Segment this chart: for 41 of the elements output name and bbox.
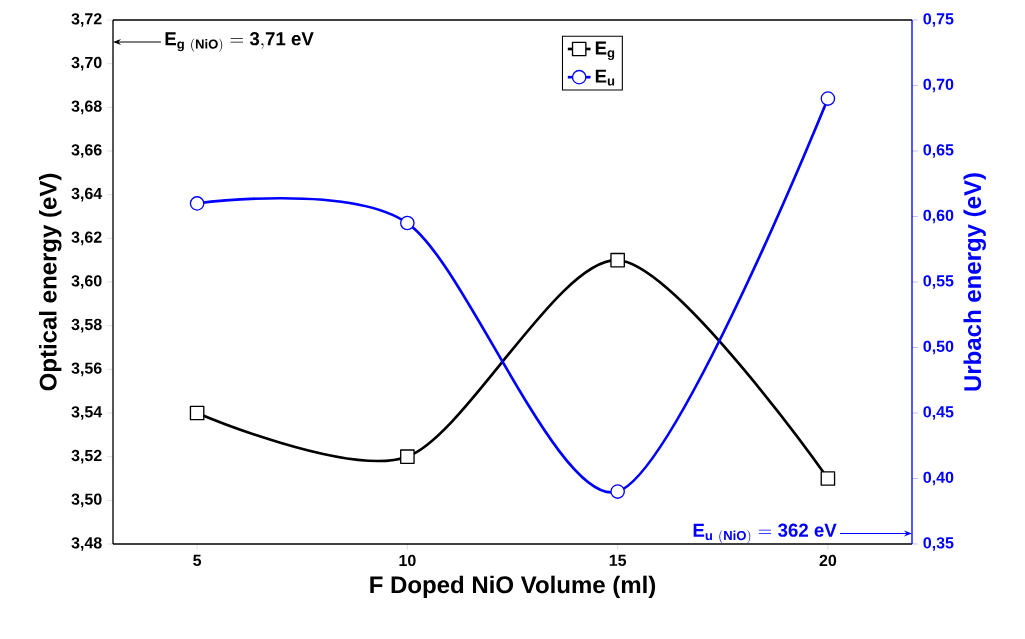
y2-tick-label: 0,65 [923, 144, 954, 158]
y2-tick-label: 0,50 [923, 340, 954, 355]
legend-label: E$_{u}$ [595, 69, 615, 86]
y-tick-label: 3,70 [71, 56, 102, 71]
point [610, 484, 625, 499]
point [189, 405, 205, 421]
y2-axis-title: Urbach energy (eV) [963, 173, 986, 391]
x-tick-label: 20 [819, 554, 837, 567]
x-tick-label: 5 [193, 554, 202, 566]
x-axis-title: F Doped NiO Volume (ml) [370, 575, 656, 599]
y-axis-title: Optical energy (eV) [39, 173, 62, 391]
y-tick-label: 3,60 [71, 275, 102, 289]
y2-tick-label: 0,55 [923, 275, 954, 289]
y-tick-label: 3,56 [71, 362, 102, 377]
annotation: $\mathbf{E_{g\ (NiO)}= 3{,}71\ eV}$ [165, 32, 314, 52]
x-tick-label: 10 [399, 554, 416, 567]
point [610, 252, 625, 268]
y2-tick-label: 0,40 [923, 471, 954, 486]
y-tick-label: 3,52 [71, 449, 102, 464]
point [400, 449, 415, 464]
x-tick-label: 15 [609, 554, 627, 566]
y-tick-label: 3,54 [71, 406, 103, 420]
y-tick-label: 3,68 [71, 100, 102, 115]
y2-tick-label: 0,75 [923, 13, 954, 27]
point [820, 471, 836, 486]
point [189, 196, 205, 211]
y2-tick-label: 0,45 [923, 406, 954, 420]
point [400, 215, 415, 231]
y-tick-label: 3,64 [71, 187, 103, 202]
y-tick-label: 3,72 [71, 13, 102, 27]
annotation: $\mathbf{E_{u\ (NiO)}= 362\ eV}$ [693, 523, 837, 544]
y-tick-label: 3,50 [71, 493, 102, 508]
y2-tick-label: 0,60 [923, 209, 954, 224]
legend-label: E$_{g}$ [595, 41, 615, 61]
y-tick-label: 3,66 [71, 144, 102, 158]
y-tick-label: 3,48 [71, 537, 102, 551]
y2-tick-label: 0,70 [923, 78, 954, 93]
y-tick-label: 3,58 [71, 318, 102, 333]
y-tick-label: 3,62 [71, 231, 102, 246]
y2-tick-label: 0,35 [923, 537, 954, 551]
point [820, 91, 836, 106]
